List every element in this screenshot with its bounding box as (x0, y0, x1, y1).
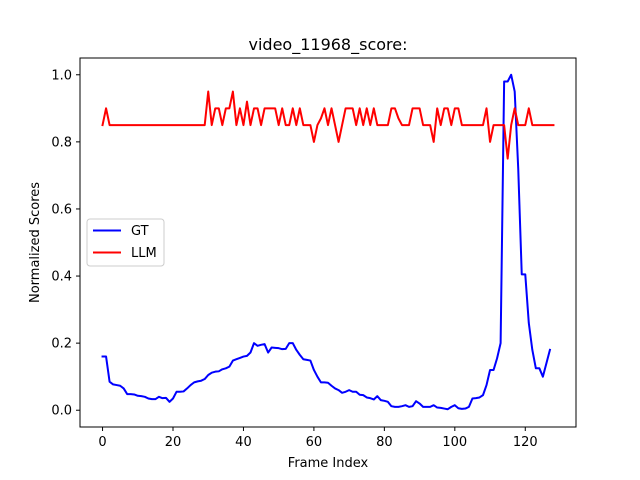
x-tick-label: 100 (442, 435, 467, 450)
plot-lines (101, 73, 555, 411)
legend-label-llm: LLM (131, 246, 157, 261)
x-tick-label: 20 (165, 435, 182, 450)
x-axis: 0 20 40 60 80 100 120 (98, 427, 538, 450)
x-tick-label: 40 (235, 435, 252, 450)
series-line-gt (101, 73, 552, 411)
y-axis: 0.0 0.2 0.4 0.6 0.8 1.0 (51, 68, 80, 419)
plot-frame (79, 57, 577, 428)
legend-label-gt: GT (131, 224, 149, 239)
series-line-llm (101, 90, 555, 160)
y-tick-label: 0.2 (51, 337, 72, 352)
chart-title: video_11968_score: (249, 35, 408, 55)
x-tick-label: 120 (513, 435, 538, 450)
x-tick-label: 60 (306, 435, 323, 450)
y-axis-label: Normalized Scores (28, 182, 43, 303)
y-tick-label: 1.0 (51, 68, 72, 83)
y-tick-label: 0.6 (51, 202, 72, 217)
x-tick-label: 0 (98, 435, 106, 450)
y-tick-label: 0.0 (51, 404, 72, 419)
y-tick-label: 0.8 (51, 135, 72, 150)
y-tick-label: 0.4 (51, 270, 72, 285)
x-tick-label: 80 (376, 435, 393, 450)
x-axis-label: Frame Index (288, 456, 369, 471)
legend: GT LLM (86, 218, 165, 267)
